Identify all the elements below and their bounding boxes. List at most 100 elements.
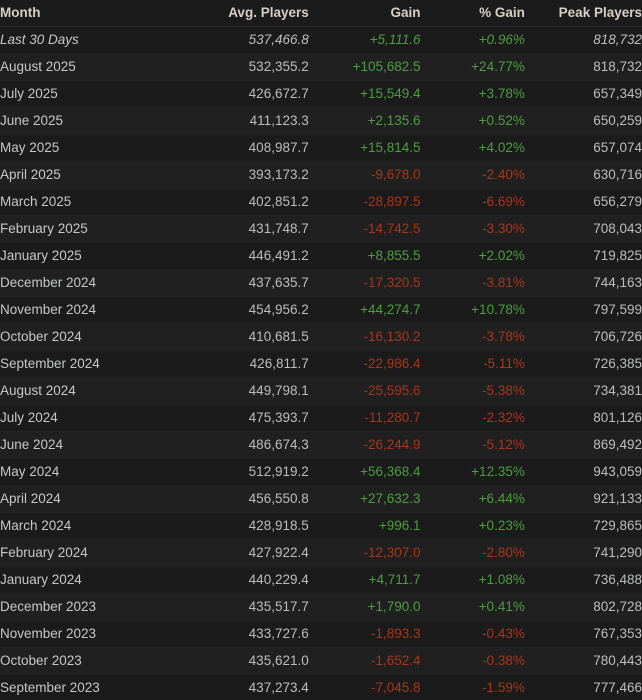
table-row[interactable]: July 2024 475,393.7 -11,280.7 -2.32% 801,126 [0,404,642,432]
table-row[interactable]: June 2024 486,674.3 -26,244.9 -5.12% 869,492 [0,431,642,459]
table-row[interactable]: May 2024 512,919.2 +56,368.4 +12.35% 943,059 [0,458,642,486]
table-row[interactable]: April 2024 456,550.8 +27,632.3 +6.44% 921,13… [0,485,642,513]
cell-avg-players: 402,851.2 [248,194,309,210]
cell-peak-players: 818,732 [593,32,642,48]
cell-peak-players: 797,599 [593,302,642,318]
cell-avg-players: 456,550.8 [248,491,309,507]
cell-avg-players: 537,466.8 [248,32,309,48]
cell-pct-gain: -0.43% [482,626,525,642]
table-row[interactable]: Last 30 Days 537,466.8 +5,111.6 +0.96% 818,7… [0,26,642,54]
cell-pct-gain: +12.35% [471,464,525,480]
cell-peak-players: 706,726 [593,329,642,345]
cell-pct-gain: +1.08% [478,572,525,588]
cell-pct-gain: -2.80% [482,545,525,561]
cell-month: March 2024 [0,518,72,534]
cell-gain: -1,652.4 [370,653,421,669]
cell-month: June 2025 [0,113,64,129]
table-row[interactable]: December 2024 437,635.7 -17,320.5 -3.81% 744… [0,269,642,297]
cell-pct-gain: +0.41% [478,599,525,615]
cell-avg-players: 449,798.1 [248,383,309,399]
table-row[interactable]: February 2025 431,748.7 -14,742.5 -3.30% 708… [0,215,642,243]
cell-month: March 2025 [0,194,72,210]
table-row[interactable]: December 2023 435,517.7 +1,790.0 +0.41% 802,… [0,593,642,621]
cell-avg-players: 486,674.3 [248,437,309,453]
column-header-gain[interactable]: Gain [308,0,421,27]
table-row[interactable]: May 2025 408,987.7 +15,814.5 +4.02% 657,074 [0,134,642,162]
cell-gain: +2,135.6 [367,113,421,129]
cell-gain: -12,307.0 [363,545,421,561]
column-header-pct-gain[interactable]: % Gain [420,0,525,27]
cell-month: July 2025 [0,86,58,102]
cell-pct-gain: +0.23% [478,518,525,534]
cell-peak-players: 630,716 [593,167,642,183]
cell-gain: -16,130.2 [363,329,421,345]
table-row[interactable]: January 2024 440,229.4 +4,711.7 +1.08% 736,4… [0,566,642,594]
cell-month: November 2024 [0,302,97,318]
cell-avg-players: 426,811.7 [249,356,309,372]
cell-gain: +15,549.4 [360,86,421,102]
cell-pct-gain: -5.38% [482,383,525,399]
cell-peak-players: 744,163 [593,275,642,291]
cell-gain: -11,280.7 [364,410,421,426]
cell-pct-gain: -3.30% [482,221,525,237]
cell-gain: +996.1 [378,518,421,534]
cell-peak-players: 708,043 [593,221,642,237]
cell-avg-players: 437,273.4 [248,680,309,696]
cell-avg-players: 427,922.4 [248,545,309,561]
table-header: Month Avg. Players Gain % Gain Peak Play… [0,0,642,27]
table-header-row: Month Avg. Players Gain % Gain Peak Play… [0,0,642,27]
table-row[interactable]: October 2023 435,621.0 -1,652.4 -0.38% 780,4… [0,647,642,675]
cell-gain: +27,632.3 [360,491,421,507]
cell-gain: +4,711.7 [368,572,421,588]
cell-avg-players: 440,229.4 [248,572,309,588]
table-row[interactable]: April 2025 393,173.2 -9,678.0 -2.40% 630,716 [0,161,642,189]
column-header-peak-players[interactable]: Peak Players [524,0,642,27]
table-row[interactable]: March 2024 428,918.5 +996.1 +0.23% 729,865 [0,512,642,540]
cell-month: October 2023 [0,653,82,669]
cell-avg-players: 411,123.3 [249,113,309,129]
table-row[interactable]: September 2024 426,811.7 -22,986.4 -5.11% 72… [0,350,642,378]
cell-avg-players: 393,173.2 [248,167,309,183]
cell-avg-players: 431,748.7 [248,221,309,237]
cell-month: September 2023 [0,680,100,696]
table-row[interactable]: August 2025 532,355.2 +105,682.5 +24.77% 818… [0,53,642,81]
cell-month: April 2024 [0,491,61,507]
table-row[interactable]: February 2024 427,922.4 -12,307.0 -2.80% 741… [0,539,642,567]
cell-month: September 2024 [0,356,100,372]
table-row[interactable]: November 2024 454,956.2 +44,274.7 +10.78% 79… [0,296,642,324]
cell-pct-gain: -2.32% [482,410,525,426]
cell-pct-gain: -3.78% [482,329,525,345]
table-row[interactable]: January 2025 446,491.2 +8,855.5 +2.02% 719,8… [0,242,642,270]
cell-month: December 2023 [0,599,97,615]
cell-peak-players: 802,728 [593,599,642,615]
cell-month: February 2025 [0,221,88,237]
cell-peak-players: 650,259 [593,113,642,129]
cell-avg-players: 428,918.5 [248,518,309,534]
cell-peak-players: 767,353 [593,626,642,642]
table-row[interactable]: September 2023 437,273.4 -7,045.8 -1.59% 777… [0,674,642,700]
column-header-month[interactable]: Month [0,0,213,27]
cell-month: May 2025 [0,140,60,156]
cell-gain: -9,678.0 [370,167,421,183]
cell-pct-gain: +10.78% [471,302,525,318]
cell-peak-players: 741,290 [593,545,642,561]
cell-gain: +15,814.5 [360,140,421,156]
table-body: Last 30 Days 537,466.8 +5,111.6 +0.96% 818,7… [0,26,642,700]
cell-month: January 2025 [0,248,82,264]
table-row[interactable]: October 2024 410,681.5 -16,130.2 -3.78% 706,… [0,323,642,351]
cell-gain: -14,742.5 [363,221,421,237]
table-row[interactable]: March 2025 402,851.2 -28,897.5 -6.69% 656,27… [0,188,642,216]
cell-month: April 2025 [0,167,61,183]
cell-month: November 2023 [0,626,97,642]
table-row[interactable]: June 2025 411,123.3 +2,135.6 +0.52% 650,259 [0,107,642,135]
cell-avg-players: 532,355.2 [248,59,309,75]
cell-peak-players: 921,133 [593,491,642,507]
cell-month: January 2024 [0,572,82,588]
cell-avg-players: 454,956.2 [248,302,309,318]
cell-peak-players: 734,381 [593,383,642,399]
table-row[interactable]: November 2023 433,727.6 -1,893.3 -0.43% 767,… [0,620,642,648]
table-row[interactable]: August 2024 449,798.1 -25,595.6 -5.38% 734,3… [0,377,642,405]
table-row[interactable]: July 2025 426,672.7 +15,549.4 +3.78% 657,349 [0,80,642,108]
column-header-avg-players[interactable]: Avg. Players [212,0,309,27]
cell-pct-gain: +0.52% [478,113,525,129]
